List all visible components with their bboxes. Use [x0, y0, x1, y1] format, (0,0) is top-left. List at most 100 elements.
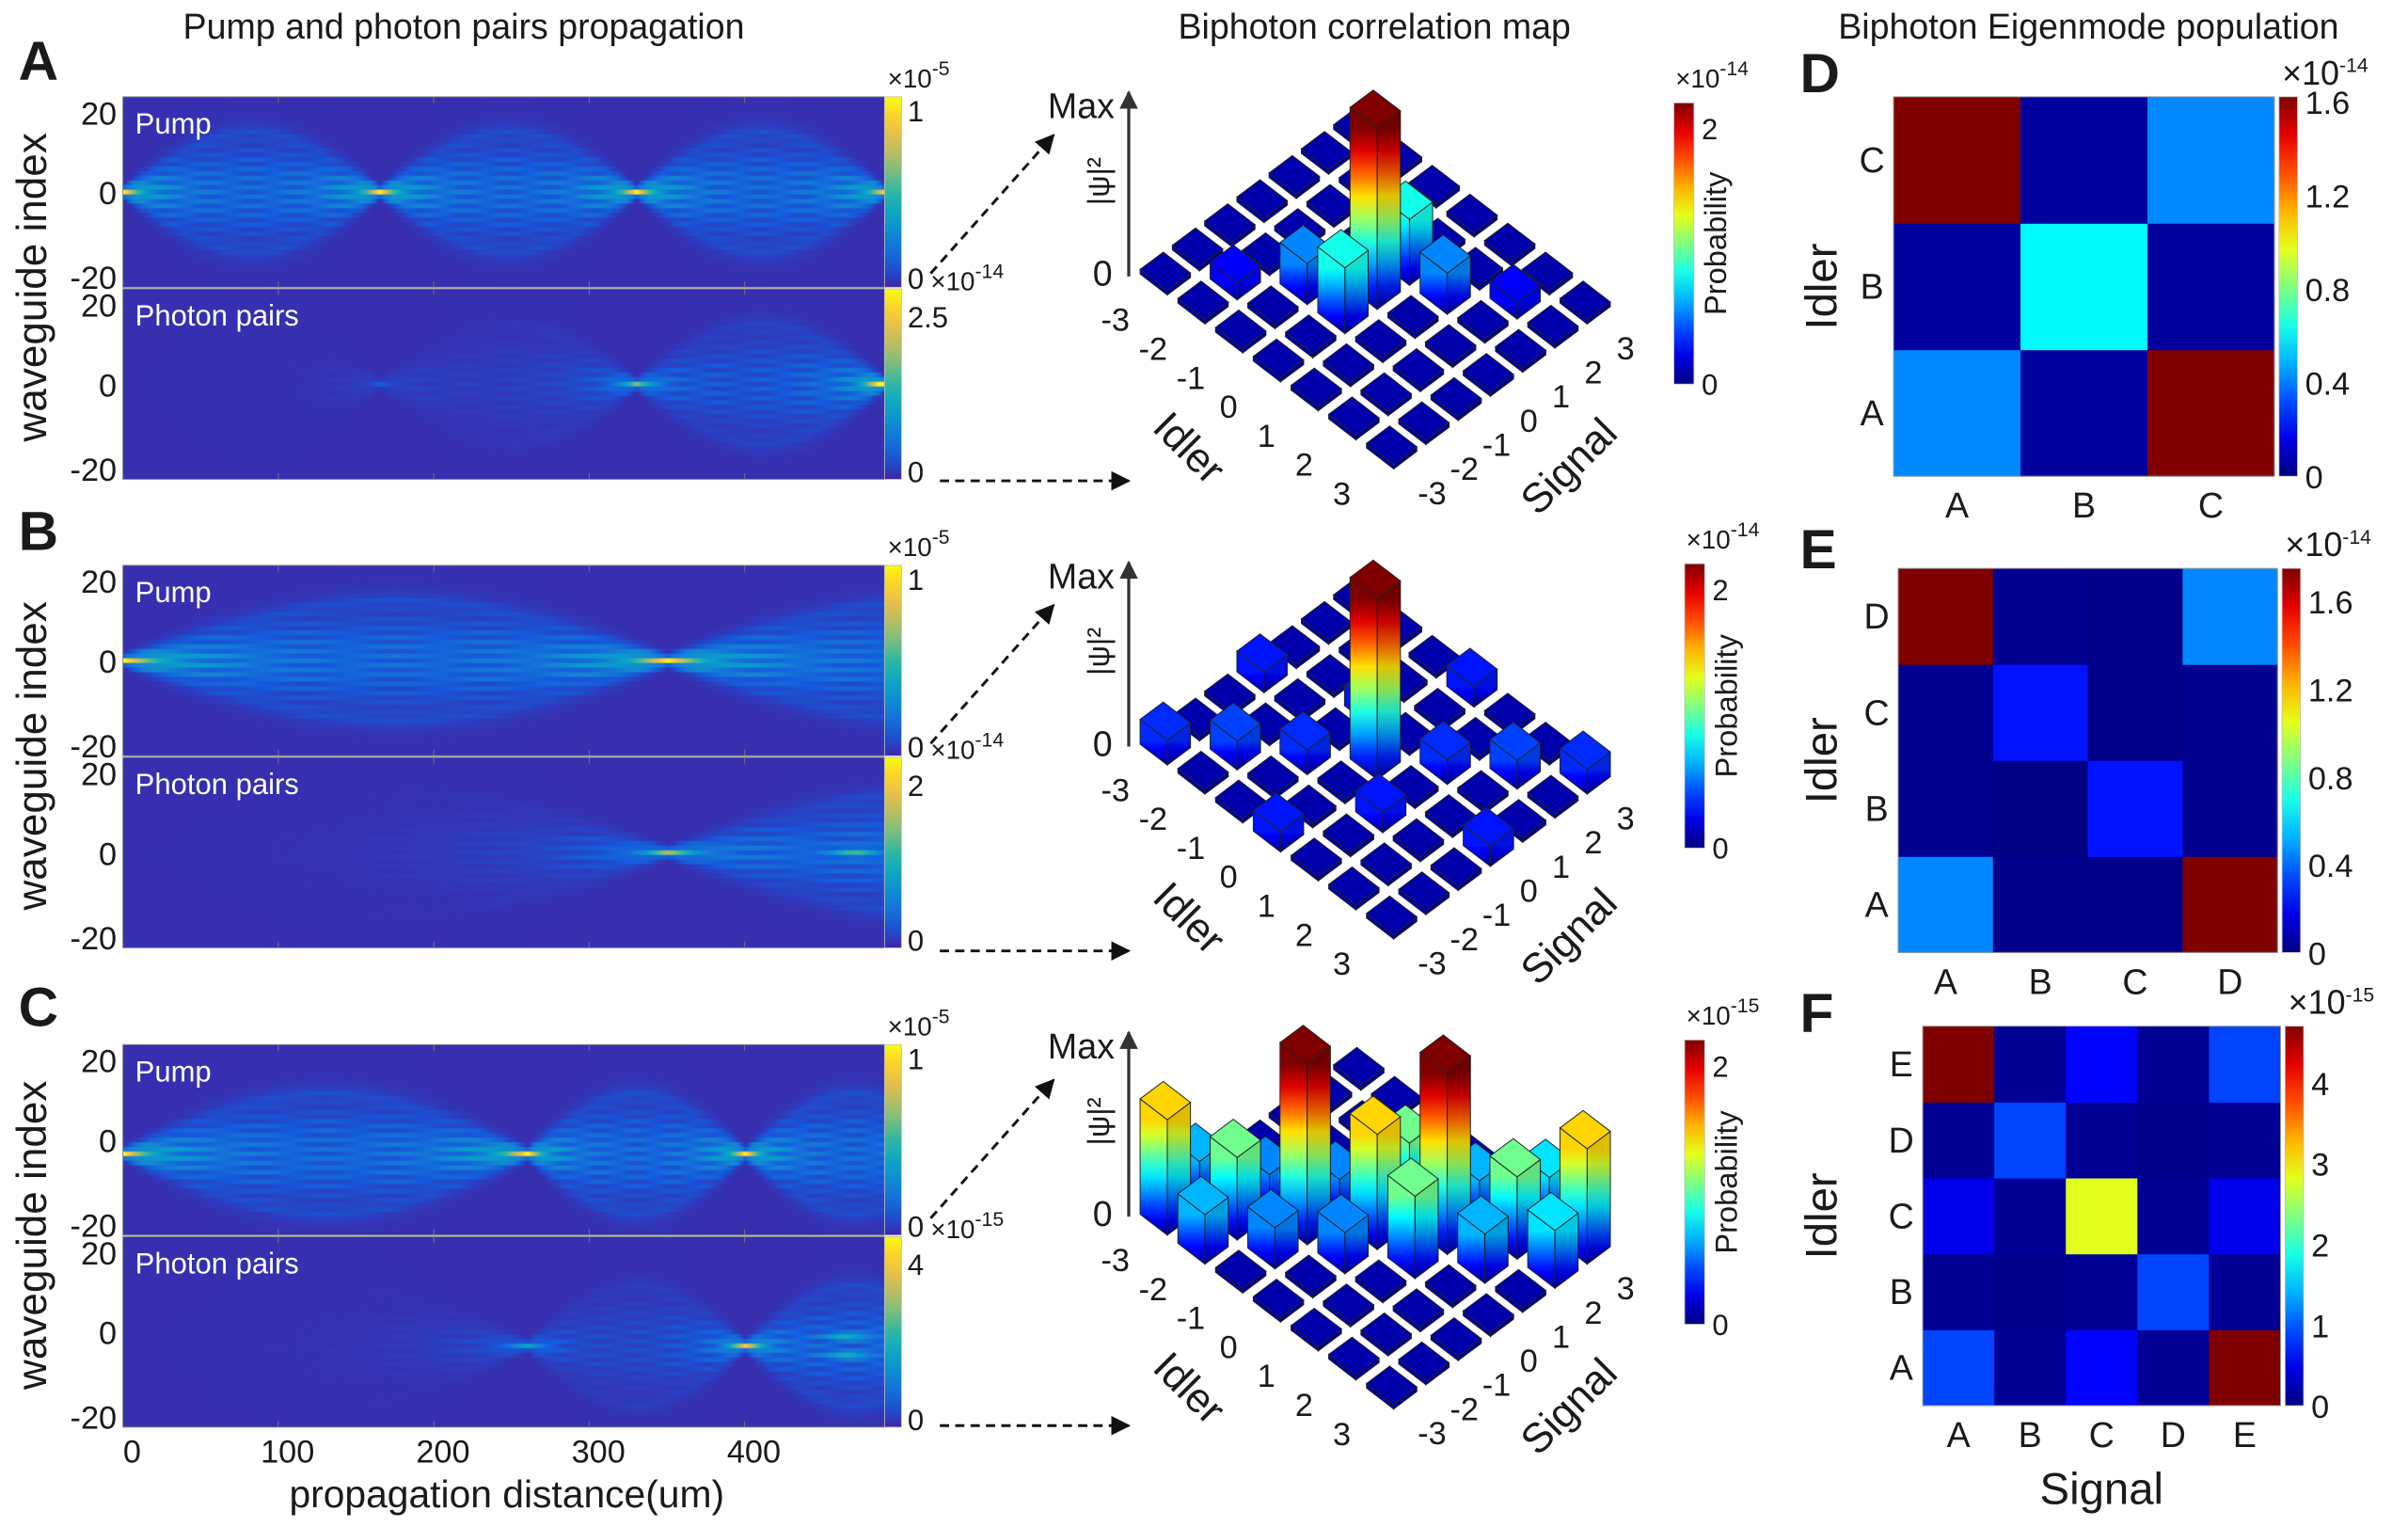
- bar-shade: [1328, 151, 1353, 175]
- y-tick-label: -20: [71, 1400, 118, 1436]
- bar-top-face: [1495, 328, 1547, 369]
- bar-idler--2-signal--2: [1209, 244, 1261, 301]
- bar-idler--3-signal-3: [1332, 1046, 1386, 1091]
- colorbar-tick-label: 1.6: [2308, 585, 2353, 621]
- signal-tick-label: 0: [1520, 873, 1538, 909]
- bar-shade: [1263, 200, 1288, 223]
- cell-idler-B-signal-C: [2066, 1253, 2138, 1330]
- bar-idler-1-signal-1: [1418, 234, 1472, 316]
- cell-idler-A-signal-B: [1992, 856, 2089, 953]
- bar-top-face: [1139, 701, 1192, 741]
- cell-idler-A-signal-E: [2209, 1329, 2281, 1407]
- bar-shade: [1243, 1270, 1266, 1294]
- x-axis-label: propagation distance(um): [289, 1472, 724, 1516]
- bar-top-face: [1246, 1188, 1299, 1229]
- bar-idler-0-signal-3: [1446, 193, 1498, 238]
- multiplier: ×10: [2285, 525, 2342, 564]
- z-axis-label: |ψ|²: [1081, 1097, 1116, 1145]
- cell-idler-C-signal-B: [1992, 664, 2089, 761]
- bar-idler-1-signal--2: [1323, 342, 1375, 388]
- y-tick-label: 0: [99, 1316, 117, 1352]
- x-tick-label: 200: [416, 1434, 469, 1470]
- idler-tick-label: -1: [1177, 831, 1205, 867]
- signal-axis-label: Signal: [2040, 1465, 2164, 1515]
- bar-shade: [1420, 839, 1444, 862]
- bar-idler-1-signal-1: [1418, 721, 1472, 786]
- bar-shade: [1415, 316, 1438, 339]
- bar-shade: [1420, 1310, 1444, 1332]
- bar-idler--3-signal-0: [1236, 179, 1289, 224]
- colorbar-tick-label: 2: [1702, 113, 1718, 146]
- bar-left-face: [1139, 1097, 1168, 1236]
- bar-shade: [1243, 330, 1266, 354]
- idler-tick-label: E: [1890, 1044, 1913, 1084]
- colorbar-tick-label: 0: [908, 456, 924, 489]
- bar-shade: [1307, 1045, 1331, 1246]
- exponent: -14: [1719, 58, 1749, 80]
- bar-top-face: [1489, 721, 1542, 761]
- cell-idler-E-signal-B: [1994, 1026, 2067, 1103]
- bar-idler-1-signal--3: [1290, 837, 1342, 883]
- bar-idler--3-signal--3: [1139, 701, 1192, 767]
- bar-top-face: [1483, 222, 1536, 262]
- bar-idler--2-signal--3: [1177, 280, 1229, 326]
- bar-top-face: [1398, 1341, 1450, 1381]
- exponent: -5: [932, 58, 950, 80]
- bar-shade: [1307, 732, 1331, 775]
- bar-idler--1-signal--1: [1279, 710, 1332, 776]
- bar-shade: [1393, 1387, 1418, 1409]
- bar-shade: [1425, 1362, 1450, 1385]
- colorbar-tick-label: 0: [908, 262, 924, 295]
- idler-tick-label: B: [1861, 267, 1884, 307]
- bar-shade: [1398, 627, 1422, 650]
- cell-idler-C-signal-A: [1923, 1178, 1995, 1255]
- bar-top-face: [1462, 806, 1514, 847]
- signal-tick-label: 0: [1520, 404, 1538, 439]
- idler-tick-label: -3: [1101, 1243, 1130, 1279]
- y-axis-label: waveguide index: [9, 1081, 55, 1391]
- signal-tick-label: C: [2089, 1415, 2115, 1455]
- title-propagation: Pump and photon pairs propagation: [183, 7, 745, 46]
- bar-idler-1-signal-0: [1386, 1157, 1439, 1280]
- bar-top-face: [1290, 1307, 1342, 1347]
- bar-shade: [1312, 335, 1337, 358]
- cell-idler-A-signal-A: [1923, 1329, 1995, 1407]
- bar-top-face: [1139, 251, 1192, 292]
- bar-top-face: [1349, 89, 1402, 129]
- signal-tick-label: 2: [1584, 825, 1602, 861]
- bar-shade: [1355, 1358, 1380, 1380]
- bar-shade: [1344, 249, 1369, 334]
- panel-letter: A: [19, 31, 58, 92]
- bar-top-face: [1236, 179, 1289, 219]
- exponent: -5: [932, 527, 950, 549]
- photon-pairs-heatmap: [122, 288, 885, 480]
- colorbar-tick-label: 2: [1712, 1050, 1728, 1083]
- bar-top-face: [1214, 309, 1267, 349]
- y-tick-label: 20: [81, 756, 117, 792]
- bar-idler-2-signal-1: [1456, 1195, 1510, 1285]
- colorbar-label: Probability: [1709, 1110, 1744, 1254]
- cell-idler-C-signal-E: [2209, 1178, 2281, 1255]
- cell-idler-D-signal-A: [1897, 568, 1994, 665]
- colorbar-tick-label: 0.8: [2305, 273, 2351, 309]
- colorbar-tick-label: 4: [908, 1249, 924, 1281]
- bar-top-face: [1527, 304, 1579, 344]
- bar-shade: [1587, 1131, 1610, 1265]
- photon-pairs-heatmap: [122, 1236, 885, 1427]
- bar-shade: [1318, 1328, 1342, 1351]
- panel-letter: C: [19, 978, 58, 1039]
- bar-shade: [1383, 1280, 1406, 1303]
- bar-shade: [1458, 398, 1481, 421]
- bar-shade: [1425, 892, 1450, 915]
- bar-idler-2-signal--2: [1360, 1312, 1413, 1358]
- probability-colorbar: [1684, 563, 1705, 849]
- idler-tick-label: A: [1890, 1348, 1913, 1388]
- cell-idler-B-signal-A: [1897, 760, 1994, 857]
- bar-top-face: [1203, 203, 1257, 243]
- idler-tick-label: B: [1865, 788, 1889, 828]
- bar-shade: [1237, 265, 1261, 300]
- bar-idler-2-signal--2: [1360, 372, 1413, 417]
- signal-tick-label: 3: [1617, 331, 1635, 367]
- bar-shade: [1549, 273, 1573, 295]
- bar-top-face: [1317, 229, 1370, 269]
